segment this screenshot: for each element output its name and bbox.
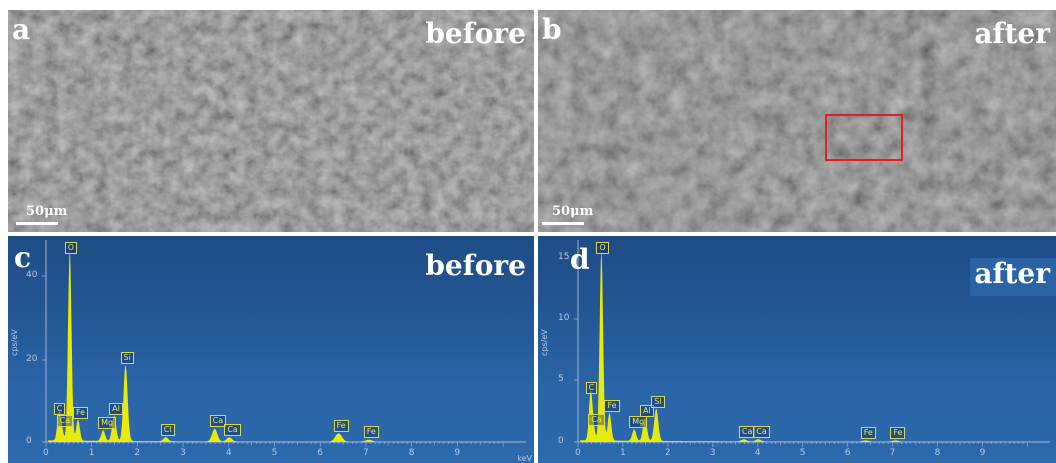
scale-label: 50μm	[26, 204, 68, 219]
y-tick-label: 5	[558, 374, 564, 384]
sem-image-before: a before 50μm	[8, 10, 534, 232]
x-tick-label: 3	[709, 448, 716, 458]
peak-label-ca: Ca	[56, 415, 74, 428]
peak-label-ca: Ca	[738, 425, 756, 438]
panel-state-after: after	[974, 17, 1050, 50]
panel-state-before: before	[425, 249, 526, 282]
panel-letter-d: d	[570, 243, 590, 276]
peak-label-o: O	[64, 242, 78, 254]
sem-texture-after	[538, 10, 1056, 232]
x-axis-unit: keV	[517, 454, 532, 463]
scale-label: 50μm	[552, 204, 594, 219]
scale-bar	[16, 222, 58, 225]
x-tick-label: 9	[454, 448, 461, 458]
peak-label-ca: Ca	[209, 415, 227, 428]
spectrum-plot-before	[42, 240, 527, 447]
region-of-interest-box	[825, 114, 903, 161]
panel-letter-b: b	[542, 13, 562, 46]
peak-label-ca: Ca	[224, 423, 241, 436]
y-tick-label: 0	[558, 436, 564, 446]
eds-spectrum-after: d after cps/eV C Ca O Fe Mg Al Si Ca Ca Fe Fe 15 10 5…	[538, 236, 1056, 463]
scale-bar	[542, 222, 584, 225]
x-tick-label: 8	[934, 448, 941, 458]
y-tick-label: 10	[558, 313, 570, 323]
x-tick-label: 2	[134, 448, 141, 458]
peak-label-ca: Ca	[588, 414, 605, 427]
x-tick-label: 5	[271, 448, 278, 458]
x-tick-label: 4	[754, 448, 761, 458]
x-tick-label: 8	[408, 448, 415, 458]
x-tick-label: 0	[575, 448, 581, 458]
y-axis-label: cps/eV	[10, 329, 19, 356]
x-tick-label: 5	[799, 448, 806, 458]
x-tick-label: 6	[317, 448, 324, 458]
peak-label-fe: Fe	[363, 425, 379, 438]
y-tick-label: 40	[26, 270, 38, 280]
peak-label-al: Al	[109, 402, 123, 415]
peak-label-si: Si	[651, 395, 665, 408]
x-tick-label: 3	[180, 448, 186, 458]
sem-texture-before	[8, 10, 534, 232]
peak-label-mg: Mg	[629, 416, 648, 429]
sem-image-after: b after 50μm	[538, 10, 1056, 232]
x-tick-label: 6	[844, 448, 851, 458]
x-tick-label: 1	[619, 448, 626, 458]
y-axis-label: cps/eV	[540, 329, 549, 356]
x-tick-label: 1	[88, 448, 95, 458]
peak-label-fe: Fe	[73, 406, 89, 419]
label-background	[970, 258, 1056, 296]
eds-spectrum-before: c before cps/eV keV C Ca O Fe Mg Al Si Cl Ca Ca Fe…	[8, 236, 534, 463]
x-tick-label: 2	[664, 448, 671, 458]
y-tick-label: 20	[26, 354, 38, 364]
y-tick-label: 15	[558, 252, 570, 262]
peak-label-fe: Fe	[604, 400, 620, 413]
peak-label-c: C	[585, 381, 598, 394]
x-tick-label: 7	[889, 448, 896, 458]
x-tick-label: 9	[979, 448, 986, 458]
peak-label-si: Si	[120, 351, 134, 364]
peak-label-fe: Fe	[860, 426, 876, 439]
panel-letter-a: a	[12, 13, 31, 46]
peak-label-fe: Fe	[333, 419, 349, 432]
panel-state-before: before	[425, 17, 526, 50]
x-tick-label: 7	[363, 448, 369, 458]
peak-label-fe: Fe	[890, 426, 906, 439]
peak-label-mg: Mg	[98, 417, 117, 430]
panel-state-after: after	[974, 257, 1050, 290]
peak-label-o: O	[596, 242, 609, 254]
x-tick-label: 0	[43, 448, 49, 458]
peak-label-c: C	[53, 402, 66, 415]
peak-label-ca: Ca	[753, 425, 770, 438]
peak-label-cl: Cl	[160, 423, 175, 436]
x-tick-label: 4	[225, 448, 232, 458]
y-tick-label: 0	[26, 436, 32, 446]
panel-letter-c: c	[14, 241, 32, 274]
spectrum-plot-after	[574, 240, 1050, 447]
peak-label-al: Al	[639, 404, 654, 417]
